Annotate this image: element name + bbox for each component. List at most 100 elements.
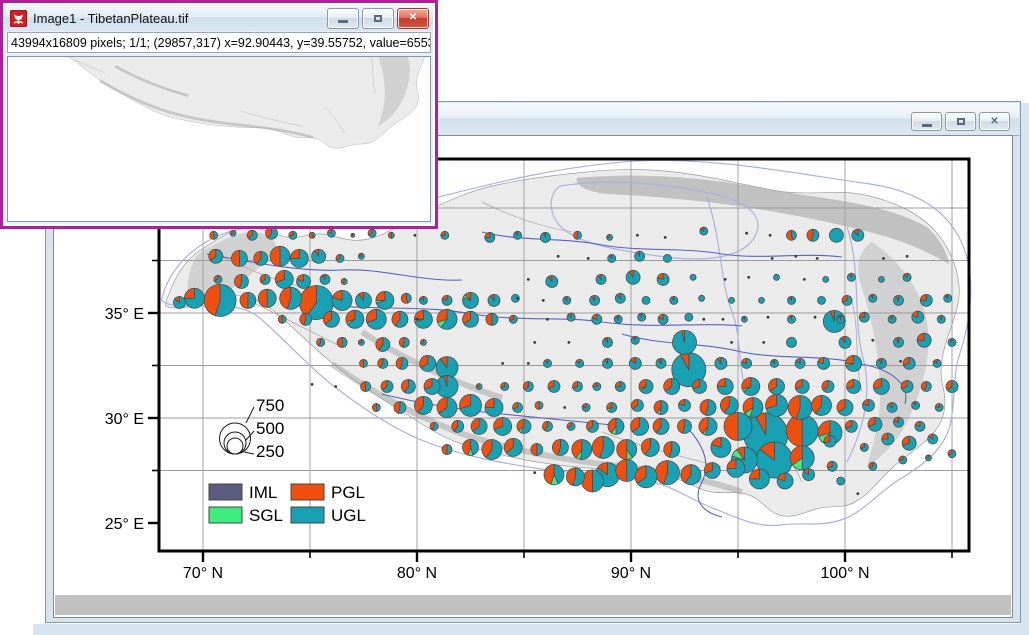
station-dot xyxy=(724,278,727,281)
station-dot xyxy=(871,339,874,342)
pie-marker xyxy=(615,382,625,392)
pie-marker xyxy=(401,293,411,303)
pie-marker xyxy=(548,381,560,393)
size-legend-circle xyxy=(227,438,243,454)
restore-button[interactable] xyxy=(945,112,976,131)
pie-marker xyxy=(462,439,478,455)
pie-marker xyxy=(603,358,613,368)
station-dot xyxy=(414,234,417,237)
pie-marker xyxy=(482,440,502,460)
pie-marker xyxy=(743,397,763,417)
station-dot xyxy=(745,232,748,235)
app-icon xyxy=(10,10,27,27)
pie-marker xyxy=(635,251,645,261)
pie-marker xyxy=(289,231,297,239)
pie-marker xyxy=(774,274,780,280)
pie-marker xyxy=(596,274,606,284)
pie-marker xyxy=(582,404,590,412)
pie-marker xyxy=(768,379,784,395)
y-tick-label: 30° E xyxy=(105,411,144,428)
minimize-button[interactable] xyxy=(327,8,359,29)
image-window-titlebar[interactable]: Image1 - TibetanPlateau.tif ✕ xyxy=(5,5,433,31)
pie-marker xyxy=(378,358,388,368)
pie-marker xyxy=(903,357,915,369)
pie-marker xyxy=(254,251,268,265)
pie-marker xyxy=(312,249,326,263)
station-dot xyxy=(762,341,765,344)
maximize-button[interactable] xyxy=(362,8,394,29)
pie-marker xyxy=(361,382,371,392)
image-canvas[interactable] xyxy=(7,56,431,222)
pie-marker xyxy=(544,465,564,485)
pie-marker xyxy=(485,399,503,417)
pie-marker xyxy=(899,456,907,464)
pie-marker xyxy=(845,420,857,432)
station-dot xyxy=(769,234,772,237)
close-button[interactable]: ✕ xyxy=(397,8,429,29)
pie-marker xyxy=(460,394,482,416)
pie-marker xyxy=(679,399,691,411)
pie-marker xyxy=(486,313,498,325)
pie-marker xyxy=(937,315,945,323)
pie-marker xyxy=(720,396,738,414)
pie-marker xyxy=(807,229,819,241)
pie-marker xyxy=(355,292,371,308)
pie-marker xyxy=(822,381,834,393)
pie-marker xyxy=(920,294,932,306)
pie-marker xyxy=(788,396,812,420)
pie-marker xyxy=(607,234,613,240)
station-dot xyxy=(516,297,519,300)
legend-swatch-iml xyxy=(209,484,242,500)
pie-marker xyxy=(878,276,884,282)
image-window-title: Image1 - TibetanPlateau.tif xyxy=(33,11,324,26)
pie-marker xyxy=(546,276,558,288)
pie-marker xyxy=(917,333,931,347)
pie-marker xyxy=(670,296,678,304)
pie-marker xyxy=(787,230,797,240)
pie-marker xyxy=(860,443,868,451)
station-dot xyxy=(636,234,639,237)
pie-marker xyxy=(641,438,659,456)
pie-marker xyxy=(419,296,427,304)
pie-marker xyxy=(270,246,290,266)
pie-marker xyxy=(572,440,592,460)
station-dot xyxy=(803,278,806,281)
station-dot xyxy=(563,406,566,409)
pie-marker xyxy=(617,440,637,460)
pie-marker xyxy=(946,381,958,393)
pie-marker xyxy=(381,381,393,393)
pie-marker xyxy=(935,404,943,412)
station-dot xyxy=(814,316,817,319)
pie-marker xyxy=(376,338,390,352)
pie-marker xyxy=(727,459,745,477)
pie-marker xyxy=(420,355,436,371)
pie-marker xyxy=(658,314,668,324)
x-tick-label: 90° N xyxy=(611,565,651,582)
minimize-button[interactable] xyxy=(911,112,942,131)
pie-marker xyxy=(608,254,616,262)
pie-marker xyxy=(888,315,896,323)
pie-marker xyxy=(788,296,796,304)
pie-marker xyxy=(876,358,886,368)
pie-marker xyxy=(372,404,380,412)
pie-marker xyxy=(337,337,347,347)
pie-marker xyxy=(803,469,815,481)
pie-marker xyxy=(766,394,788,416)
pie-marker xyxy=(566,468,584,486)
horizontal-scrollbar[interactable] xyxy=(55,595,1011,615)
minimize-icon xyxy=(922,124,932,127)
pie-marker xyxy=(399,337,409,347)
legend-swatch-sgl xyxy=(209,507,242,523)
pie-marker xyxy=(420,339,426,345)
close-button[interactable]: ✕ xyxy=(979,112,1010,131)
pie-marker xyxy=(901,381,913,393)
pie-marker xyxy=(471,418,487,434)
pie-marker xyxy=(614,315,622,323)
pie-marker xyxy=(574,231,582,239)
pie-marker xyxy=(638,313,646,321)
pie-marker xyxy=(847,273,855,281)
station-dot xyxy=(527,362,530,365)
pie-marker xyxy=(626,270,640,284)
pie-marker xyxy=(912,311,924,323)
pie-marker xyxy=(297,275,311,289)
